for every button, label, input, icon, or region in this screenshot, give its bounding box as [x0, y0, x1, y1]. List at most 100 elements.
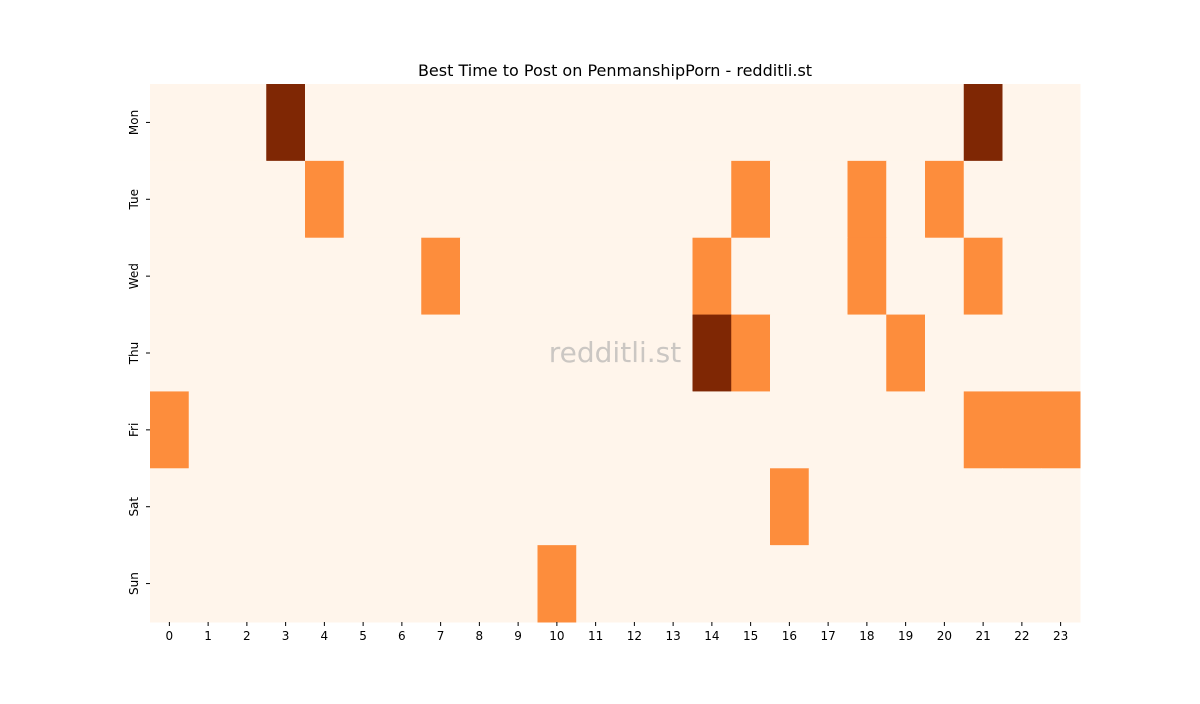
- heatmap-cell: [305, 391, 345, 469]
- heatmap-cell: [1002, 545, 1042, 623]
- x-tick-label: 1: [204, 629, 212, 643]
- heatmap-cell: [305, 545, 345, 623]
- x-tick-label: 0: [166, 629, 174, 643]
- y-tick-label: Wed: [127, 263, 141, 289]
- heatmap-cell: [847, 391, 887, 469]
- heatmap-cell: [150, 314, 190, 392]
- heatmap-cell: [886, 237, 926, 316]
- heatmap-cell: [808, 84, 848, 162]
- heatmap-cell: [731, 545, 771, 623]
- heatmap-cell: [498, 237, 538, 316]
- heatmap-cell: [421, 84, 461, 162]
- heatmap-cell: [382, 160, 422, 239]
- heatmap-cell: [1041, 160, 1081, 239]
- heatmap-cell: [227, 84, 267, 162]
- heatmap-cell: [150, 160, 190, 239]
- heatmap-cell: [266, 391, 306, 469]
- heatmap-cell: [188, 84, 228, 162]
- heatmap-cell: [227, 160, 267, 239]
- heatmap-cell: [808, 314, 848, 392]
- heatmap-cell: [227, 545, 267, 623]
- y-tick-label: Mon: [127, 110, 141, 135]
- x-tick-label: 4: [321, 629, 329, 643]
- heatmap-cell: [421, 237, 461, 316]
- heatmap-cell: [460, 237, 500, 316]
- heatmap-cell: [1002, 237, 1042, 316]
- heatmap-cell: [266, 468, 306, 546]
- heatmap-cell: [188, 237, 228, 316]
- heatmap-cell: [653, 237, 693, 316]
- heatmap-cell: [847, 468, 887, 546]
- heatmap-cell: [266, 84, 306, 162]
- heatmap-cell: [537, 314, 577, 392]
- heatmap-cell: [1041, 545, 1081, 623]
- heatmap-cell: [963, 545, 1003, 623]
- heatmap-cell: [886, 314, 926, 392]
- heatmap-cell: [150, 237, 190, 316]
- heatmap-cell: [498, 391, 538, 469]
- heatmap-cell: [886, 160, 926, 239]
- heatmap-cell: [227, 314, 267, 392]
- heatmap-cell: [1002, 468, 1042, 546]
- heatmap-cell: [847, 84, 887, 162]
- heatmap-cell: [498, 160, 538, 239]
- y-tick-label: Sun: [127, 572, 141, 595]
- heatmap-cell: [1041, 468, 1081, 546]
- heatmap-cell: [808, 391, 848, 469]
- x-tick-label: 17: [820, 629, 835, 643]
- heatmap-cell: [343, 468, 383, 546]
- heatmap-cell: [808, 160, 848, 239]
- heatmap-cell: [227, 391, 267, 469]
- heatmap-cell: [615, 545, 655, 623]
- x-tick-label: 19: [898, 629, 913, 643]
- heatmap-cell: [925, 391, 965, 469]
- heatmap-cell: [305, 314, 345, 392]
- heatmap-cell: [808, 468, 848, 546]
- heatmap-cell: [150, 84, 190, 162]
- heatmap-cell: [653, 391, 693, 469]
- heatmap-cell: [731, 468, 771, 546]
- heatmap-cell: [808, 545, 848, 623]
- heatmap-cell: [925, 468, 965, 546]
- heatmap-cell: [925, 314, 965, 392]
- heatmap-cell: [188, 314, 228, 392]
- heatmap-cell: [847, 237, 887, 316]
- heatmap-cell: [692, 160, 732, 239]
- heatmap-cell: [537, 84, 577, 162]
- heatmap-cell: [382, 314, 422, 392]
- heatmap-cell: [343, 391, 383, 469]
- heatmap-cell: [770, 314, 810, 392]
- heatmap-cell: [886, 391, 926, 469]
- x-tick-label: 22: [1014, 629, 1029, 643]
- heatmap-cell: [615, 468, 655, 546]
- heatmap-cell: [925, 237, 965, 316]
- heatmap-cell: [537, 160, 577, 239]
- heatmap-cell: [382, 468, 422, 546]
- x-tick-label: 14: [704, 629, 719, 643]
- heatmap-cell: [498, 468, 538, 546]
- heatmap-cell: [266, 237, 306, 316]
- x-tick-label: 23: [1053, 629, 1068, 643]
- x-tick-label: 16: [782, 629, 797, 643]
- heatmap-cell: [343, 237, 383, 316]
- heatmap-cell: [731, 314, 771, 392]
- heatmap-cell: [537, 391, 577, 469]
- heatmap-cell: [188, 468, 228, 546]
- heatmap-cell: [576, 545, 616, 623]
- heatmap-cell: [963, 468, 1003, 546]
- heatmap-cell: [382, 391, 422, 469]
- x-tick-label: 9: [514, 629, 522, 643]
- heatmap-cell: [963, 160, 1003, 239]
- heatmap-cell: [770, 84, 810, 162]
- x-tick-label: 2: [243, 629, 251, 643]
- heatmap-cell: [886, 468, 926, 546]
- x-tick-label: 5: [359, 629, 367, 643]
- heatmap-cell: [808, 237, 848, 316]
- heatmap-cell: [498, 84, 538, 162]
- heatmap-cell: [925, 545, 965, 623]
- heatmap-cell: [460, 545, 500, 623]
- heatmap-cell: [731, 84, 771, 162]
- heatmap-cell: [305, 237, 345, 316]
- heatmap-cell: [653, 314, 693, 392]
